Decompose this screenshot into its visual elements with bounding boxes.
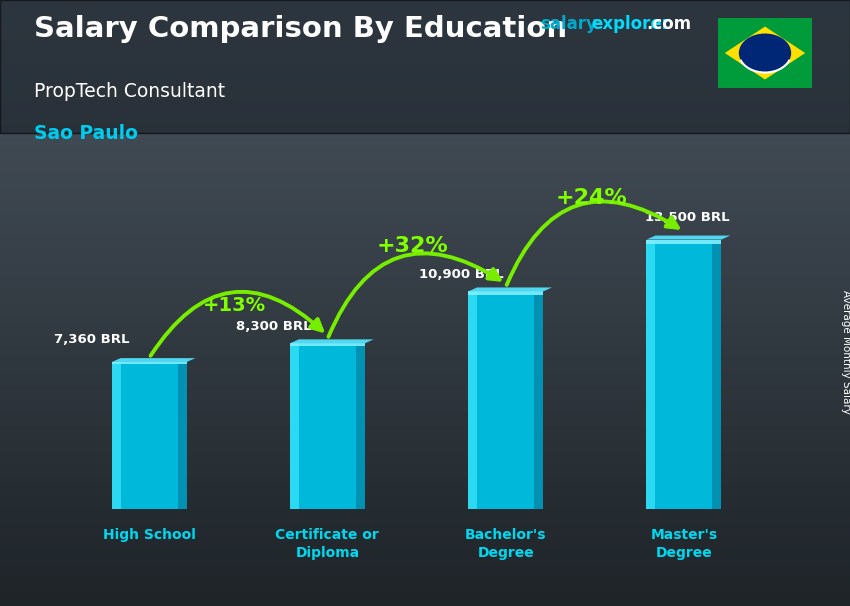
Text: 10,900 BRL: 10,900 BRL (419, 268, 503, 281)
Bar (111, 362, 121, 509)
Polygon shape (725, 27, 805, 79)
Polygon shape (468, 287, 552, 291)
Bar (468, 291, 543, 295)
FancyBboxPatch shape (0, 0, 850, 133)
Bar (534, 291, 543, 509)
Text: PropTech Consultant: PropTech Consultant (34, 82, 225, 101)
Bar (111, 362, 186, 364)
Circle shape (739, 33, 791, 73)
Bar (712, 239, 722, 509)
Bar (468, 291, 477, 509)
Bar (647, 239, 722, 509)
Polygon shape (290, 339, 374, 344)
Text: Sao Paulo: Sao Paulo (34, 124, 138, 143)
Bar (647, 239, 655, 509)
Text: 7,360 BRL: 7,360 BRL (54, 333, 130, 346)
Text: explorer: explorer (591, 15, 670, 33)
Text: +13%: +13% (203, 296, 266, 315)
Text: +32%: +32% (377, 236, 449, 256)
Polygon shape (111, 358, 196, 362)
Text: 13,500 BRL: 13,500 BRL (645, 210, 730, 224)
Text: 8,300 BRL: 8,300 BRL (236, 321, 312, 333)
Bar (468, 291, 543, 509)
Bar (111, 362, 186, 509)
Bar (356, 344, 365, 509)
Bar (290, 344, 365, 509)
Text: salary: salary (540, 15, 597, 33)
Bar (290, 344, 299, 509)
Text: .com: .com (646, 15, 691, 33)
Bar (647, 239, 722, 244)
Text: Average Monthly Salary: Average Monthly Salary (841, 290, 850, 413)
Text: +24%: +24% (555, 188, 627, 208)
Bar (290, 344, 365, 346)
Text: Salary Comparison By Education: Salary Comparison By Education (34, 15, 567, 43)
Polygon shape (647, 236, 730, 239)
Bar (178, 362, 186, 509)
